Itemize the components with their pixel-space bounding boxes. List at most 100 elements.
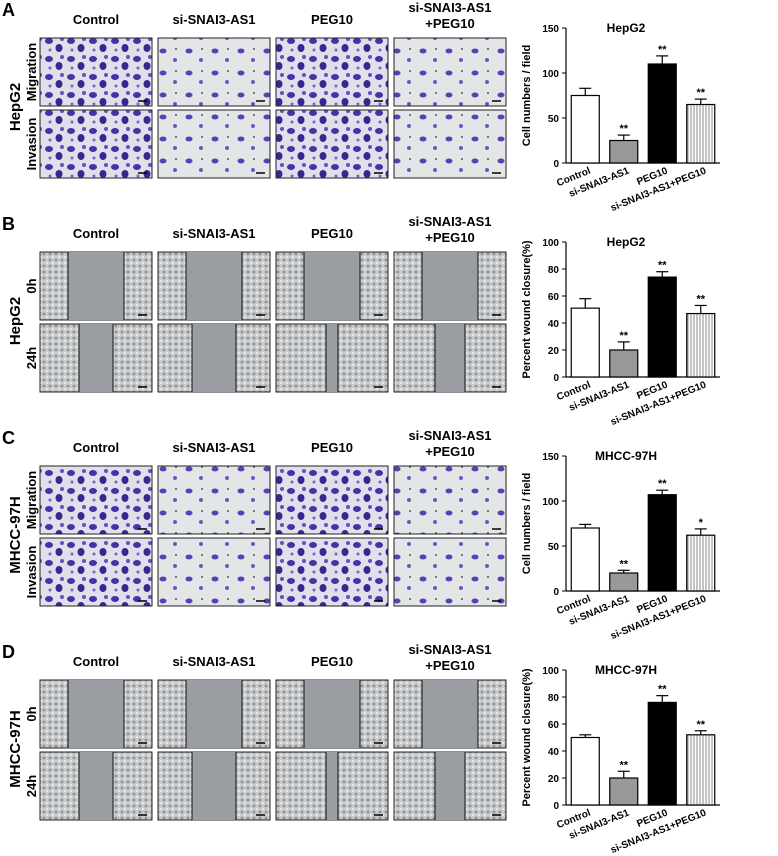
cell-line-label: MHCC-97H [7,710,24,788]
chart-title: HepG2 [607,235,646,249]
y-tick-label: 0 [553,373,559,384]
y-tick-label: 50 [548,114,560,125]
bar [609,139,639,164]
y-tick-label: 20 [548,346,560,357]
column-header: si-SNAI3-AS1 [408,428,491,443]
column-header: +PEG10 [425,444,475,459]
cell-line-label: HepG2 [7,297,24,345]
y-tick-label: 0 [553,159,559,170]
wound-gap [435,324,465,392]
y-axis-label: Percent wound closure(%) [521,240,533,378]
chart-title: HepG2 [607,21,646,35]
column-header: si-SNAI3-AS1 [172,12,255,27]
y-tick-label: 80 [548,265,560,276]
micrograph [39,109,153,179]
micrograph [157,37,271,107]
micrograph [393,37,507,107]
panel-label: D [2,642,15,662]
micrograph [157,109,271,179]
y-tick-label: 0 [553,801,559,812]
micrograph [39,323,153,393]
row-label: 0h [24,278,39,293]
micrograph-bg [275,537,389,607]
column-header: si-SNAI3-AS1 [408,0,491,15]
y-axis-label: Cell numbers / field [521,473,533,574]
panel-label: C [2,428,15,448]
column-header: si-SNAI3-AS1 [172,226,255,241]
wound-gap [304,680,360,748]
micrograph [39,37,153,107]
micrograph [275,679,389,749]
row-label: 24h [24,775,39,797]
micrograph-bg [275,465,389,535]
micrograph [393,465,507,535]
wound-gap [304,252,360,320]
micrograph [157,751,271,821]
bar [647,701,677,806]
significance: ** [658,44,667,56]
micrograph [393,537,507,607]
micrograph [275,37,389,107]
y-tick-label: 0 [553,587,559,598]
significance: ** [619,558,628,570]
micrograph [275,109,389,179]
micrograph [393,751,507,821]
column-header: si-SNAI3-AS1 [172,440,255,455]
micrograph-bg [157,37,271,107]
significance: ** [696,87,705,99]
micrograph-bg [157,465,271,535]
bar [647,276,677,378]
panel-label: B [2,214,15,234]
micrograph [157,465,271,535]
y-axis-label: Percent wound closure(%) [521,668,533,806]
column-header: Control [73,12,119,27]
bar [686,534,716,592]
y-tick-label: 40 [548,747,560,758]
bar [570,94,600,164]
micrograph-bg [275,37,389,107]
y-tick-label: 80 [548,693,560,704]
significance: ** [658,684,667,696]
y-tick-label: 100 [542,69,559,80]
micrograph [275,251,389,321]
wound-gap [192,752,236,820]
micrograph [393,251,507,321]
cell-line-label: HepG2 [7,83,24,131]
y-tick-label: 100 [542,666,559,677]
y-tick-label: 60 [548,292,560,303]
micrograph [275,465,389,535]
micrograph-bg [393,109,507,179]
bar [609,572,639,592]
row-label: 24h [24,347,39,369]
wound-gap [326,752,338,820]
row-label: 0h [24,706,39,721]
significance: ** [619,759,628,771]
wound-gap [435,752,465,820]
significance: ** [619,330,628,342]
micrograph [39,751,153,821]
micrograph [157,251,271,321]
bar [647,63,677,164]
y-tick-label: 100 [542,238,559,249]
wound-gap [186,680,242,748]
micrograph [39,465,153,535]
bar [609,349,639,378]
wound-gap [422,252,478,320]
y-tick-label: 20 [548,774,560,785]
micrograph-bg [39,37,153,107]
wound-gap [186,252,242,320]
bar [686,312,716,378]
wound-gap [68,680,124,748]
row-label: Invasion [24,546,39,599]
column-header: +PEG10 [425,230,475,245]
micrograph [39,251,153,321]
micrograph-bg [275,109,389,179]
y-tick-label: 40 [548,319,560,330]
chart-title: MHCC-97H [595,663,657,677]
chart-title: MHCC-97H [595,449,657,463]
row-label: Migration [24,43,39,102]
significance: ** [696,719,705,731]
significance: ** [658,478,667,490]
bar [686,103,716,164]
